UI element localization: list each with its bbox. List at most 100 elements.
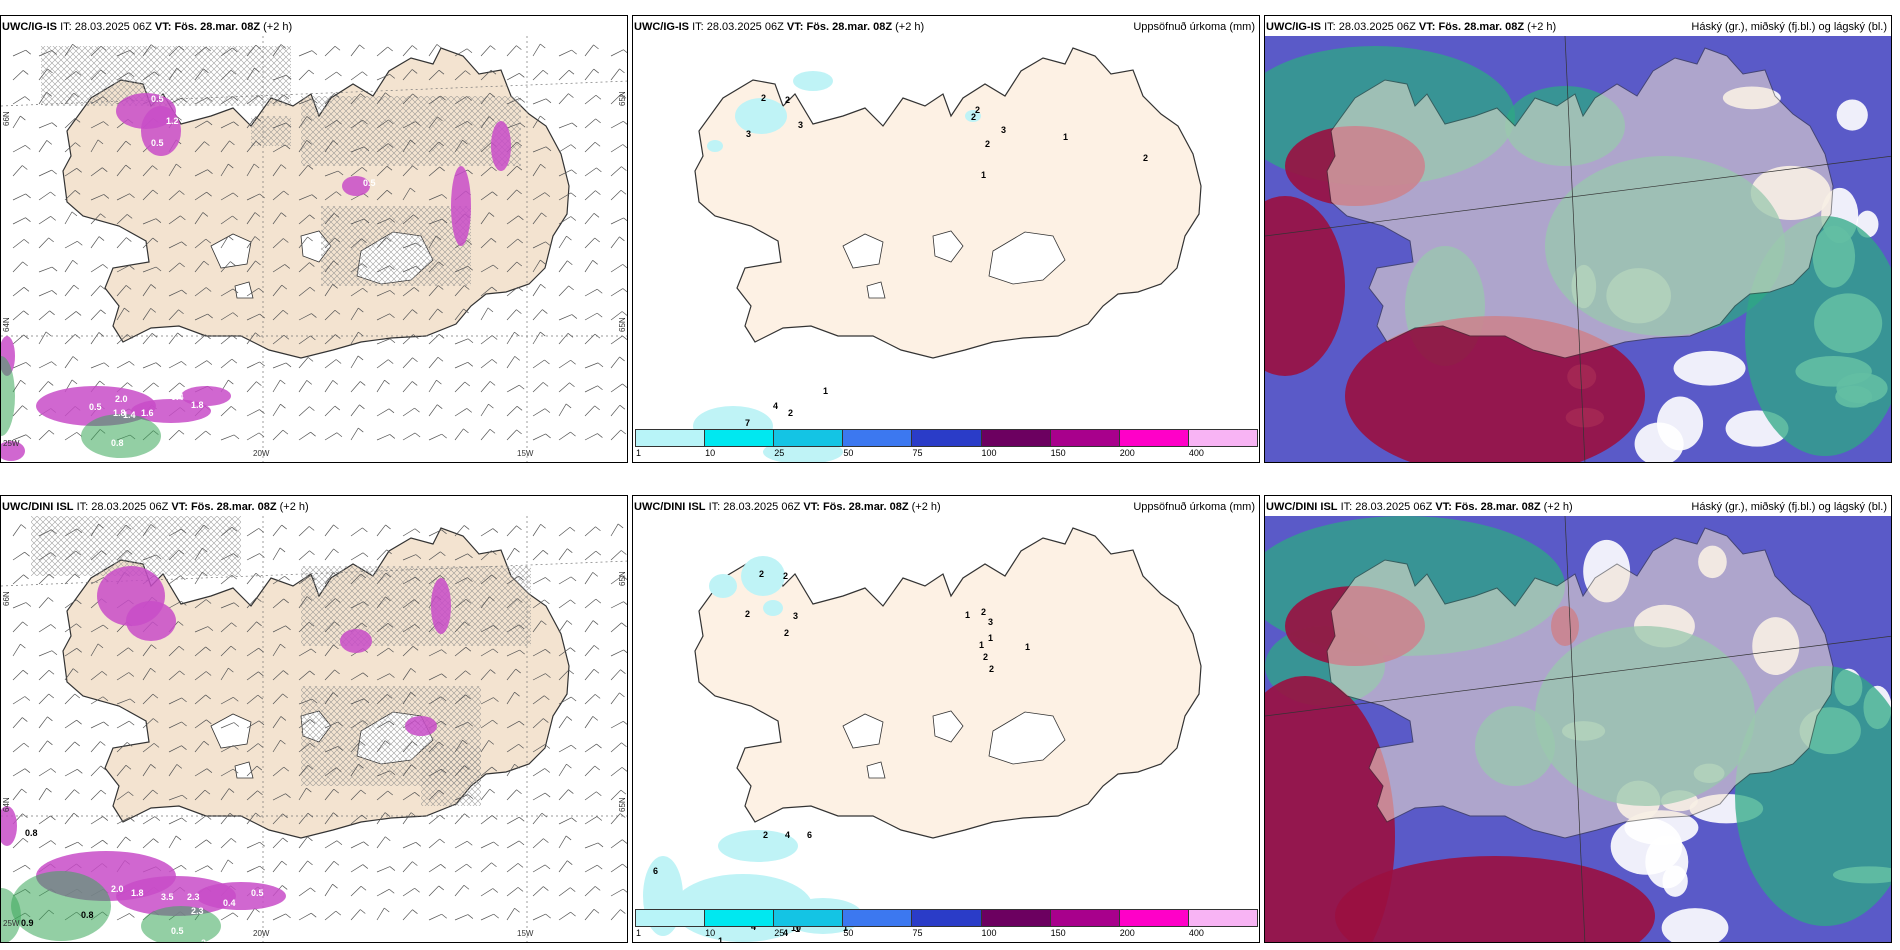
precip-value-label: 3 [746, 129, 751, 139]
wind-barb [558, 122, 578, 129]
wind-barb [376, 549, 392, 561]
wind-barb [350, 71, 368, 81]
wind-barb [64, 190, 81, 201]
wind-barb [558, 548, 573, 561]
wind-barb [12, 434, 32, 441]
wind-barb [584, 645, 600, 657]
accum-precip-panel-row2: UWC/DINI ISL IT: 28.03.2025 06Z VT: Fös.… [632, 495, 1260, 943]
wind-barb [584, 260, 598, 273]
wind-barb [532, 913, 551, 921]
wind-barb [142, 524, 157, 537]
wind-barb [272, 693, 288, 705]
wind-barb [116, 698, 136, 705]
wind-barb [272, 379, 286, 393]
wind-barb [532, 115, 546, 129]
wind-barb [194, 360, 213, 369]
wind-barb [402, 887, 420, 897]
wind-barb [402, 842, 422, 849]
wind-value-label: 3.5 [161, 892, 174, 902]
wind-barb [246, 432, 265, 441]
wind-barb [38, 140, 53, 153]
colorbar-tick-label: 150 [1050, 448, 1066, 458]
colorbar-tick-label: 1 [636, 448, 642, 458]
snow-precip-area [340, 629, 372, 653]
wind-barb [376, 338, 396, 345]
wind-barb [116, 140, 132, 153]
wind-barb [428, 218, 448, 225]
wind-barb [64, 648, 82, 657]
wind-barb [142, 333, 158, 345]
wind-barb [12, 602, 32, 609]
wind-barb [246, 67, 260, 81]
wind-barb [38, 331, 52, 345]
wind-barb [168, 163, 182, 177]
wind-barb [402, 861, 418, 873]
wind-barb [90, 332, 105, 345]
wind-barb [220, 288, 239, 297]
wind-barb [558, 887, 576, 897]
snow-precip-area [431, 578, 451, 634]
wind-barb [428, 141, 444, 153]
wind-barb [454, 361, 474, 369]
wind-barb [350, 167, 368, 177]
precip-area [709, 574, 737, 598]
wind-barb [220, 47, 238, 57]
wind-barb [350, 527, 368, 537]
wind-barb [558, 403, 572, 417]
wind-barb [142, 266, 162, 273]
cloud-cover-map [1265, 36, 1891, 462]
wind-barb [350, 763, 364, 777]
wind-barb [584, 791, 602, 801]
precip-value-label: 1 [965, 610, 970, 620]
precip-value-label: 4 [783, 928, 788, 938]
wind-barb [142, 644, 157, 657]
wind-barb [480, 550, 497, 561]
wind-barb [584, 886, 601, 897]
wind-barb [38, 597, 54, 609]
low-cloud-area [1335, 856, 1655, 942]
wind-barb [532, 550, 549, 561]
wind-barb [402, 668, 417, 681]
wind-barb [584, 864, 603, 873]
wind-barb [376, 524, 391, 537]
snow-hatch-area [251, 116, 291, 146]
wind-barb [376, 888, 395, 897]
wind-barb [376, 740, 391, 753]
wind-barb [506, 406, 523, 417]
wind-barb [194, 430, 211, 441]
longitude-label: 25W [3, 919, 20, 928]
colorbar-tick-label: 150 [1050, 928, 1066, 938]
wind-barb [64, 741, 80, 753]
wind-barb [324, 237, 340, 249]
wind-barb [12, 864, 31, 873]
wind-barb [64, 311, 82, 321]
wind-barb [558, 314, 578, 321]
wind-barb [90, 671, 108, 681]
wind-barb [584, 405, 600, 417]
snow-precip-area [451, 166, 471, 246]
wind-barb [64, 211, 78, 225]
wind-barb [376, 359, 394, 369]
wind-barb [584, 68, 599, 81]
wind-barb [506, 649, 525, 657]
precip-value-label: 1 [979, 640, 984, 650]
wind-barb [324, 621, 340, 633]
wind-barb [298, 286, 316, 297]
wind-barb [610, 742, 627, 753]
wind-barb [272, 362, 292, 369]
wind-barb [610, 93, 627, 105]
wind-barb [12, 310, 29, 321]
wind-barb [298, 140, 312, 153]
wind-barb [428, 116, 443, 129]
wind-barb [558, 216, 577, 225]
wind-barb [12, 669, 29, 681]
snow-hatch-area [301, 96, 521, 166]
wind-barb [64, 528, 83, 537]
wind-barb [584, 598, 602, 609]
precip-value-label: 1 [718, 936, 723, 943]
wind-barb [272, 793, 291, 801]
wind-barb [142, 284, 157, 297]
wind-barb [116, 742, 133, 753]
wind-barb [298, 116, 313, 129]
wind-barb [454, 646, 472, 657]
